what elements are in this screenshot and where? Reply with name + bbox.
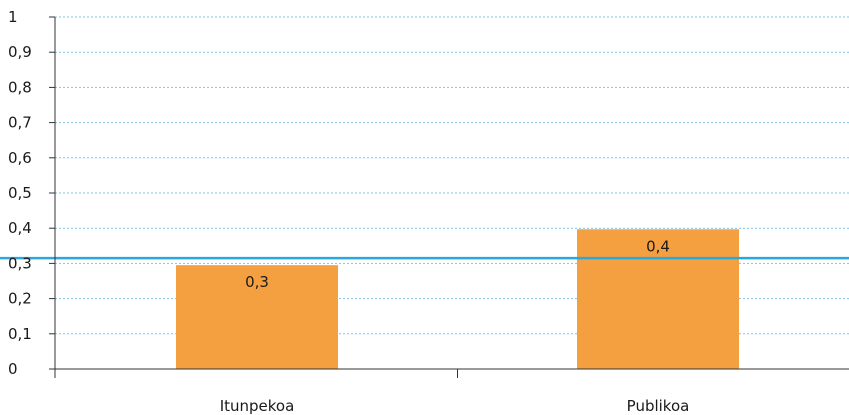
- labels: 0 0,1 0,2 0,3 0,4 0,5 0,6 0,7 0,8 0,9 1 0,3 Itunpeko…: [8, 8, 689, 415]
- data-label: 0,4: [646, 237, 670, 255]
- x-category-label: Itunpekoa: [220, 397, 295, 415]
- bar-itunpekoa: [176, 265, 338, 369]
- y-tick-label: 0: [8, 360, 18, 378]
- y-tick-label: 0,4: [8, 219, 32, 237]
- axes: [49, 16, 849, 378]
- y-tick-label: 0,6: [8, 149, 32, 167]
- y-tick-label: 0,1: [8, 325, 32, 343]
- x-category-label: Publikoa: [627, 397, 690, 415]
- y-tick-label: 0,7: [8, 114, 32, 132]
- bars: [176, 229, 739, 369]
- y-tick-label: 0,9: [8, 43, 32, 61]
- y-tick-label: 0,5: [8, 184, 32, 202]
- y-tick-label: 0,2: [8, 290, 32, 308]
- y-tick-label: 1: [8, 8, 18, 26]
- y-tick-label: 0,8: [8, 78, 32, 96]
- bar-publikoa: [577, 229, 739, 369]
- data-label: 0,3: [245, 273, 269, 291]
- y-tick-label: 0,3: [8, 254, 32, 272]
